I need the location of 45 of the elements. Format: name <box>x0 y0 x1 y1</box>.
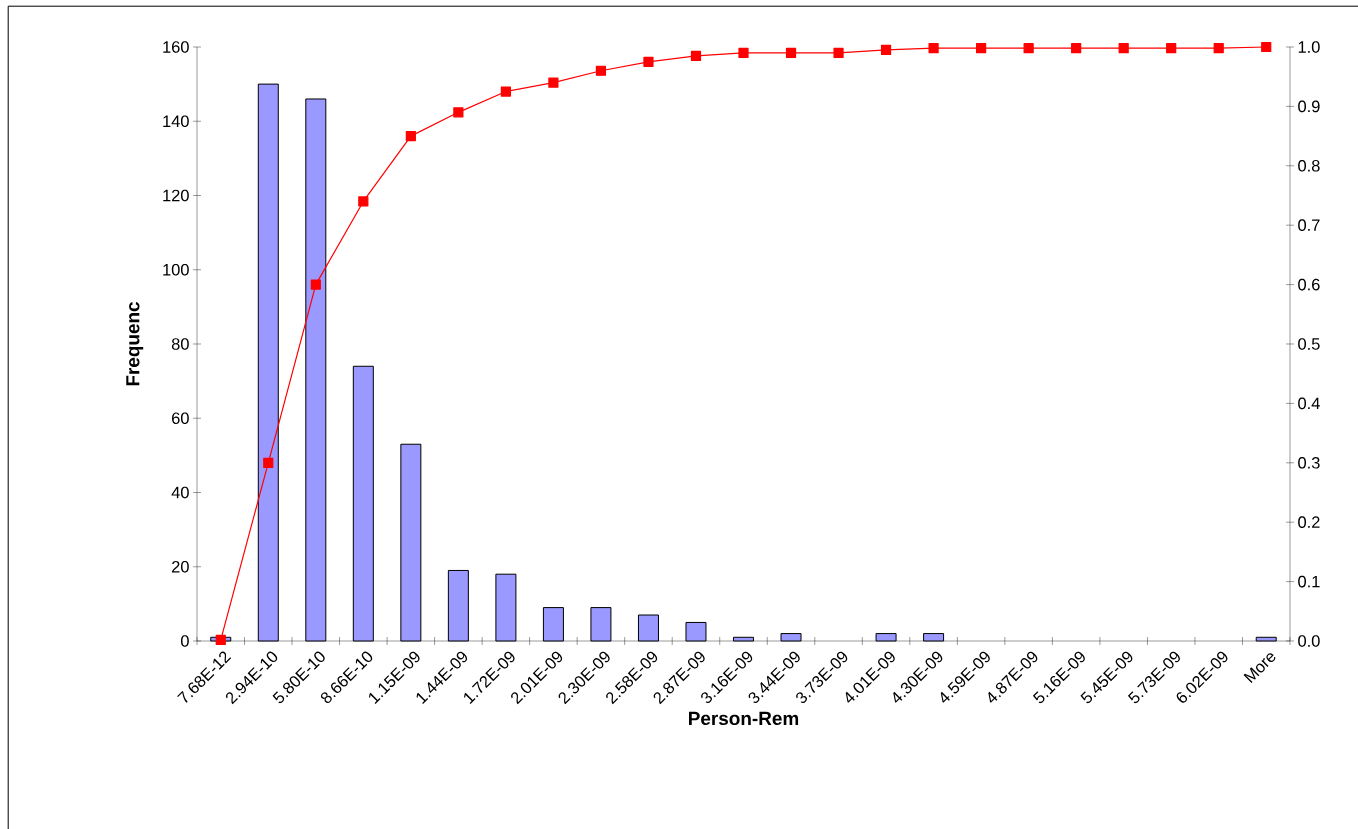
point <box>690 50 702 61</box>
point <box>405 130 416 142</box>
y2-tick-label: 0.5 <box>1298 338 1320 350</box>
point <box>215 634 226 645</box>
point <box>453 107 464 118</box>
point <box>500 86 511 97</box>
y2-tick-label: 0.2 <box>1298 516 1320 529</box>
y2-tick-label: 0.6 <box>1298 278 1320 291</box>
point <box>358 196 369 207</box>
y-tick-label: 0 <box>180 635 189 647</box>
point <box>643 56 654 67</box>
y2-tick-label: 0.3 <box>1298 456 1320 469</box>
point <box>833 47 844 59</box>
point <box>548 77 559 88</box>
y2-tick-label: 0.9 <box>1298 100 1320 113</box>
y-tick-label: 80 <box>171 338 189 350</box>
y2-tick-label: 1.0 <box>1298 41 1320 53</box>
point <box>1071 43 1082 54</box>
y-tick-label: 40 <box>171 486 189 499</box>
point <box>738 47 749 59</box>
y-tick-label: 60 <box>172 412 189 425</box>
point <box>880 44 892 56</box>
y2-tick-label: 0.8 <box>1298 159 1320 172</box>
y2-tick-label: 0.7 <box>1298 219 1320 232</box>
point <box>785 47 797 59</box>
point <box>1023 43 1034 54</box>
y2-tick-label: 0.4 <box>1298 397 1320 410</box>
point <box>1261 41 1272 53</box>
point <box>310 279 321 290</box>
y-tick-label: 140 <box>163 115 189 128</box>
point <box>928 43 939 54</box>
y-tick-label: 120 <box>163 189 189 202</box>
y-axis-title: Frequenc <box>126 301 144 386</box>
y2-tick-label: 0.1 <box>1298 575 1320 588</box>
x-axis-title: Person-Rem <box>689 711 799 726</box>
point <box>1118 43 1129 54</box>
point <box>263 457 274 468</box>
y-tick-label: 20 <box>172 560 189 573</box>
point <box>595 65 607 76</box>
point <box>1166 43 1177 54</box>
y2-tick-label: 0.0 <box>1298 635 1320 647</box>
y-tick-label: 160 <box>163 41 189 53</box>
y-tick-label: 100 <box>163 263 189 276</box>
point <box>976 43 987 54</box>
point <box>1213 43 1224 54</box>
